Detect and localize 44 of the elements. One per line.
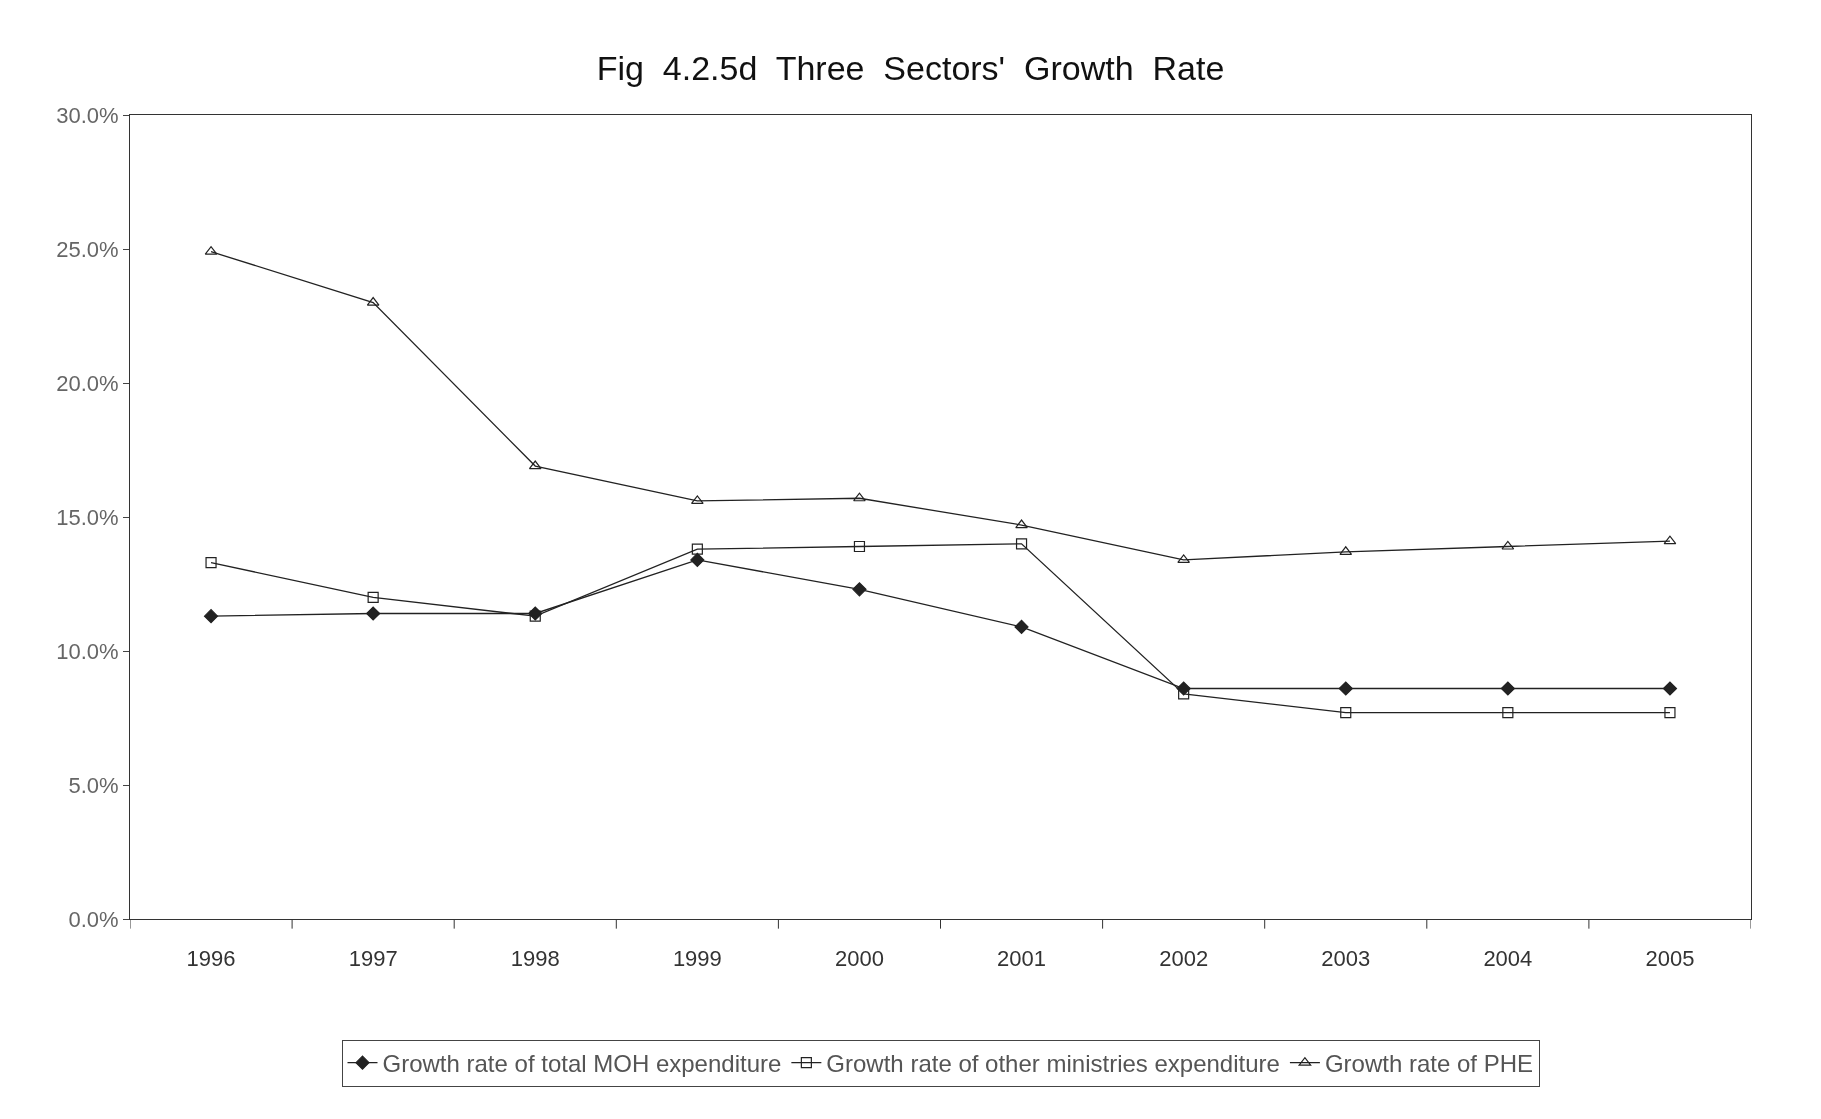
x-tick-label: 2001 <box>997 946 1047 972</box>
point <box>205 556 217 569</box>
point <box>528 460 542 470</box>
x-tick-label: 1997 <box>348 946 398 972</box>
y-tick-label: 30.0% <box>56 102 119 128</box>
point <box>1502 707 1514 719</box>
point <box>203 609 219 624</box>
x-tick-label: 1996 <box>186 946 236 972</box>
point <box>852 582 867 597</box>
point <box>690 495 704 505</box>
point <box>691 543 703 555</box>
chart-title: Fig 4.2.5d Three Sectors' Growth Rate <box>596 48 1225 87</box>
point <box>1500 681 1515 696</box>
point <box>367 591 379 603</box>
x-tick-label: 2005 <box>1645 946 1695 972</box>
point <box>529 610 541 622</box>
point <box>1338 681 1353 696</box>
legend-label: Growth rate of PHE <box>1324 1050 1533 1078</box>
point <box>1015 538 1028 550</box>
point <box>853 492 866 502</box>
point <box>1501 540 1515 550</box>
x-tick-label: 2004 <box>1483 946 1533 972</box>
y-tick-label: 15.0% <box>56 504 119 530</box>
x-tick-label: 1998 <box>510 946 560 972</box>
point <box>1015 519 1028 529</box>
legend-label: Growth rate of other ministries expenditure <box>826 1050 1280 1078</box>
x-tick-label: 1999 <box>672 946 722 972</box>
legend-label: Growth rate of total MOH expenditure <box>382 1050 782 1078</box>
point <box>1663 535 1677 545</box>
y-tick-label: 20.0% <box>56 370 119 396</box>
y-tick-label: 5.0% <box>68 772 119 798</box>
point <box>1664 707 1676 719</box>
point <box>1014 619 1029 634</box>
point <box>366 606 381 621</box>
y-tick-label: 10.0% <box>56 638 119 664</box>
y-tick-label: 0.0% <box>68 906 119 932</box>
point <box>1340 707 1352 719</box>
x-tick-label: 2002 <box>1159 946 1209 972</box>
x-tick-label: 2003 <box>1321 946 1371 972</box>
point <box>690 552 705 567</box>
point <box>853 540 866 553</box>
point <box>1662 681 1678 696</box>
x-tick-label: 2000 <box>834 946 884 972</box>
y-tick-label: 25.0% <box>56 236 119 262</box>
